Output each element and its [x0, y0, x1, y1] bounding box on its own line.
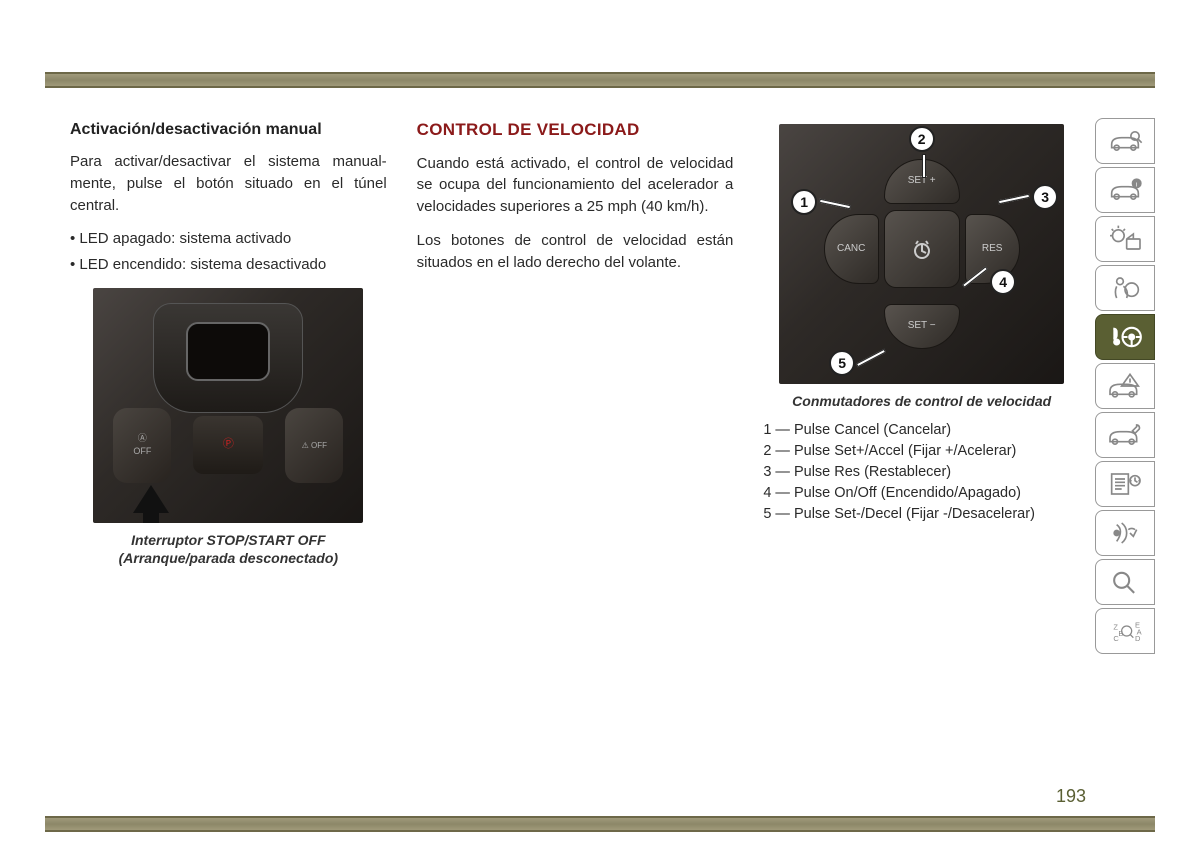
legend-list: 1 — Pulse Cancel (Cancelar) 2 — Pulse Se…	[763, 420, 1080, 525]
main-heading: CONTROL DE VELOCIDAD	[417, 118, 734, 143]
icon-label: OFF	[133, 445, 151, 458]
tab-list[interactable]	[1095, 461, 1155, 507]
paragraph: Los botones de control de velocidad está…	[417, 230, 734, 274]
parking-button-graphic: Ⓟ	[193, 416, 263, 474]
tab-car-search[interactable]	[1095, 118, 1155, 164]
callout-1: 1	[791, 189, 817, 215]
tab-lights[interactable]	[1095, 216, 1155, 262]
tab-index[interactable]: ZBCEAD	[1095, 608, 1155, 654]
section-heading: Activación/desactivación manual	[70, 118, 387, 141]
tab-car-info[interactable]: i	[1095, 167, 1155, 213]
column-3: SET + CANC RES SET − 1 2 3 4 5 Conmutado…	[763, 118, 1080, 567]
tab-nav[interactable]	[1095, 510, 1155, 556]
callout-5: 5	[829, 350, 855, 376]
legend-item: 3 — Pulse Res (Restablecer)	[763, 462, 1080, 483]
legend-item: 5 — Pulse Set-/Decel (Fijar -/Desacelera…	[763, 504, 1080, 525]
tab-warning[interactable]	[1095, 363, 1155, 409]
figure-stop-start: Ⓐ OFF Ⓟ ⚠ OFF	[93, 288, 363, 523]
svg-text:D: D	[1135, 634, 1141, 643]
figure-caption: Interruptor STOP/START OFF (Arranque/par…	[70, 531, 387, 567]
icon-label: Ⓐ	[138, 432, 147, 445]
cancel-button-graphic: CANC	[824, 214, 879, 284]
callout-2: 2	[909, 126, 935, 152]
arrow-indicator-icon	[133, 485, 169, 513]
legend-item: 1 — Pulse Cancel (Cancelar)	[763, 420, 1080, 441]
paragraph: Cuando está activado, el control de velo…	[417, 153, 734, 218]
legend-item: 2 — Pulse Set+/Accel (Fijar +/Acelerar)	[763, 441, 1080, 462]
tab-service[interactable]	[1095, 412, 1155, 458]
tab-steering[interactable]	[1095, 314, 1155, 360]
caption-line: (Arranque/parada desconectado)	[119, 550, 338, 566]
tab-airbag[interactable]	[1095, 265, 1155, 311]
section-tabs: i ZBCEAD	[1095, 118, 1155, 654]
figure-caption: Conmutadores de control de velocidad	[763, 392, 1080, 410]
figure-speed-controls: SET + CANC RES SET − 1 2 3 4 5	[779, 124, 1064, 384]
callout-3: 3	[1032, 184, 1058, 210]
legend-item: 4 — Pulse On/Off (Encendido/Apagado)	[763, 483, 1080, 504]
top-divider-bar	[45, 72, 1155, 88]
set-minus-button-graphic: SET −	[884, 304, 960, 349]
bullet-list: LED apagado: sistema activado LED encend…	[70, 228, 387, 276]
caption-line: Interruptor STOP/START OFF	[131, 532, 325, 548]
callout-4: 4	[990, 269, 1016, 295]
list-item: LED encendido: sistema desactivado	[70, 254, 387, 276]
svg-text:C: C	[1113, 634, 1119, 643]
steering-pad-graphic: SET + CANC RES SET −	[822, 154, 1022, 354]
esc-button-graphic: ⚠ OFF	[285, 408, 343, 483]
onoff-button-graphic	[884, 210, 960, 288]
icon-label: Ⓟ	[223, 437, 234, 453]
column-2: CONTROL DE VELOCIDAD Cuando está activad…	[417, 118, 734, 567]
column-1: Activación/desactivación manual Para act…	[70, 118, 387, 567]
bottom-divider-bar	[45, 816, 1155, 832]
main-content: Activación/desactivación manual Para act…	[70, 118, 1080, 567]
stop-start-button-graphic: Ⓐ OFF	[113, 408, 171, 483]
icon-label: ⚠ OFF	[302, 440, 327, 452]
paragraph: Para activar/desactivar el sistema manua…	[70, 151, 387, 216]
console-graphic	[153, 303, 303, 413]
page-number: 193	[1056, 786, 1086, 807]
list-item: LED apagado: sistema activado	[70, 228, 387, 250]
tab-search[interactable]	[1095, 559, 1155, 605]
